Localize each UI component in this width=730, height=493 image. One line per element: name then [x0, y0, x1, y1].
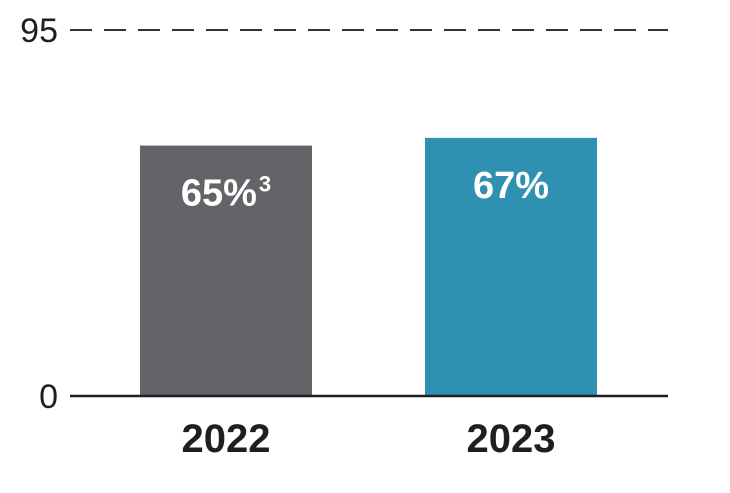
- bar-value-label-2022: 65%3: [181, 172, 271, 215]
- y-tick-label-95: 95: [20, 12, 58, 50]
- x-category-label-2023: 2023: [467, 417, 556, 461]
- bar-2022: [140, 145, 312, 396]
- y-tick-label-0: 0: [39, 378, 58, 416]
- x-category-label-2022: 2022: [182, 417, 271, 461]
- bar-value-label-2023: 67%: [473, 165, 549, 207]
- bar-2023: [425, 137, 597, 396]
- footnote-marker: 3: [259, 172, 271, 197]
